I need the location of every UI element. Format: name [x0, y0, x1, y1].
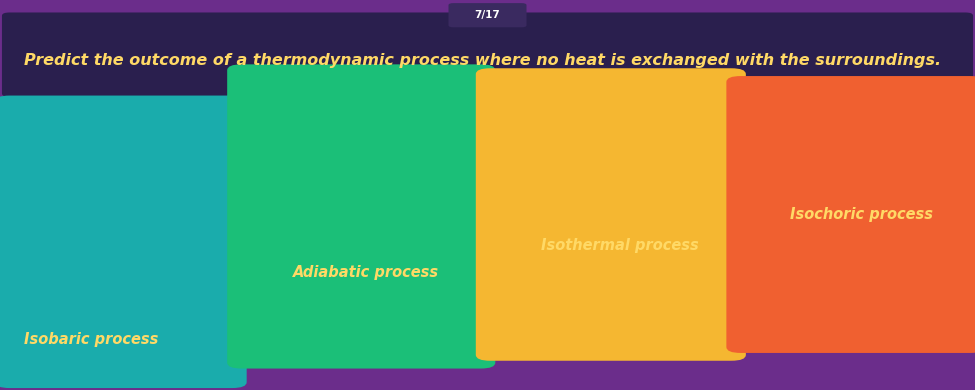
FancyBboxPatch shape — [2, 12, 973, 97]
FancyBboxPatch shape — [227, 64, 495, 369]
Text: 7/17: 7/17 — [475, 10, 500, 20]
Text: Adiabatic process: Adiabatic process — [292, 266, 439, 280]
FancyBboxPatch shape — [476, 68, 746, 361]
Text: Predict the outcome of a thermodynamic process where no heat is exchanged with t: Predict the outcome of a thermodynamic p… — [24, 53, 942, 68]
FancyBboxPatch shape — [726, 76, 975, 353]
Text: Isobaric process: Isobaric process — [24, 332, 159, 347]
FancyBboxPatch shape — [0, 96, 247, 388]
Text: Isothermal process: Isothermal process — [541, 238, 699, 253]
Text: Isochoric process: Isochoric process — [790, 207, 933, 222]
FancyBboxPatch shape — [448, 3, 526, 27]
